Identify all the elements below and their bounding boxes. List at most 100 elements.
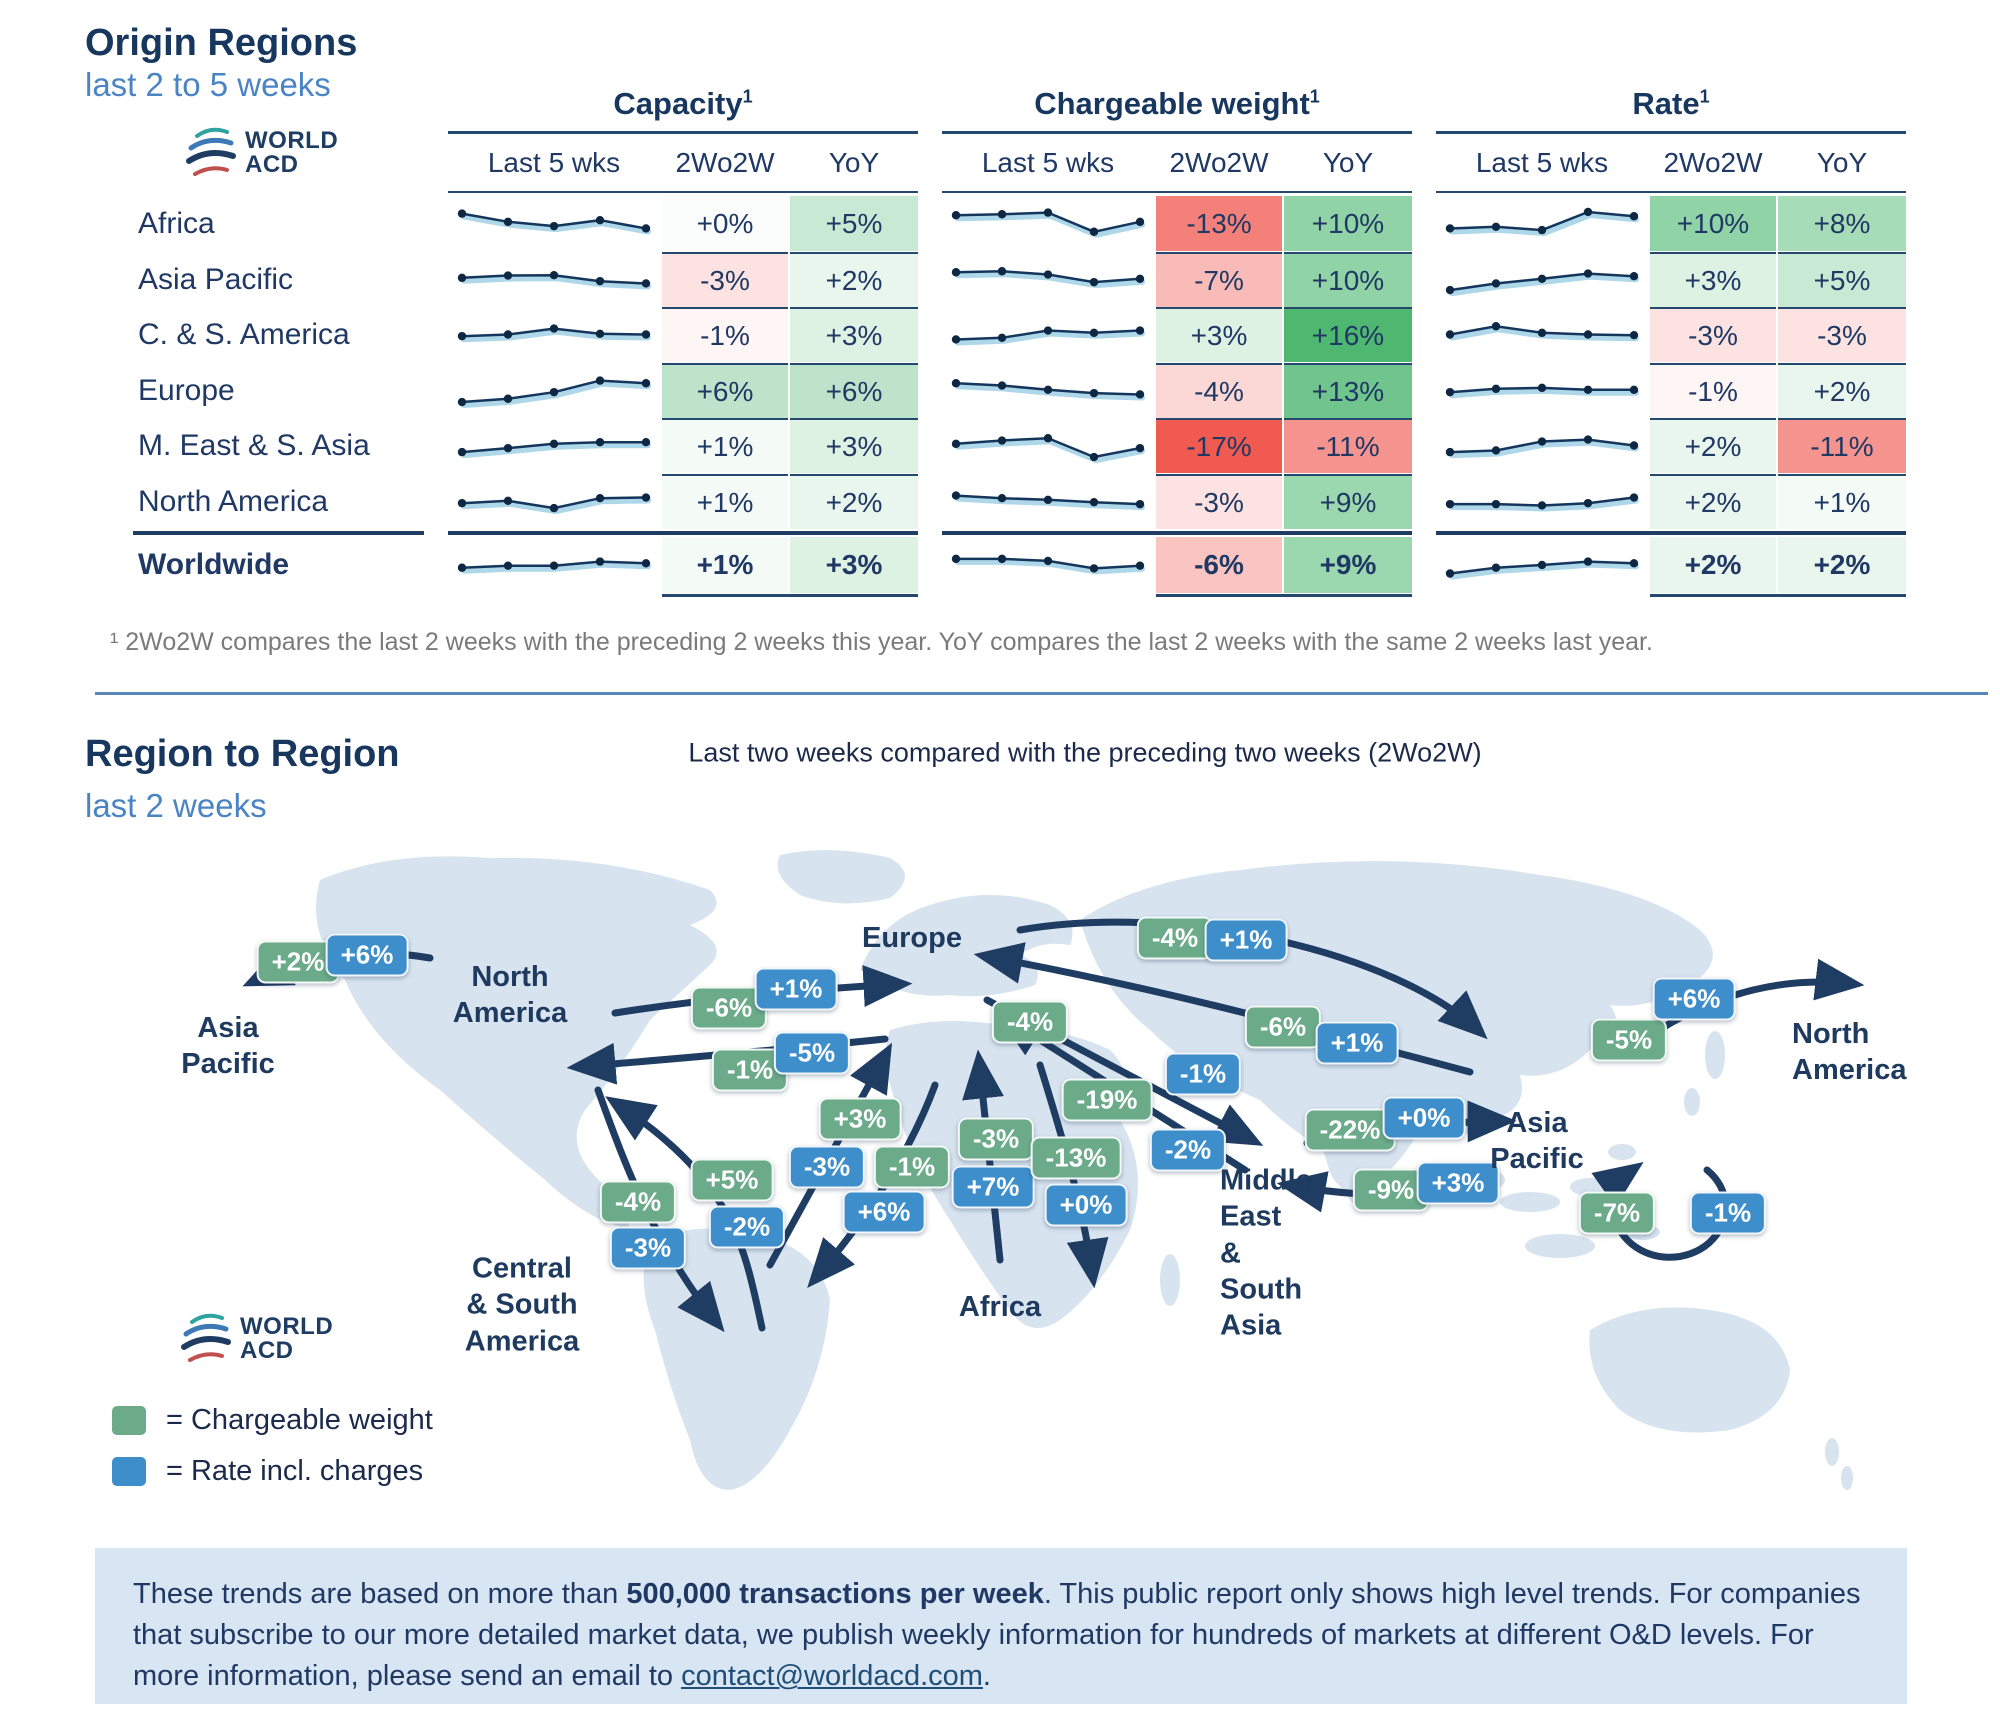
trend-sparkline: [457, 557, 651, 574]
sparkline-cell: [448, 307, 660, 362]
sparkline-cell: [942, 196, 1154, 251]
map-badge-chargeable-weight: -5%: [1590, 1018, 1668, 1062]
sparkline-cell: [1436, 537, 1648, 593]
cell-2wo2w: +0%: [662, 196, 788, 251]
cell-yoy: +2%: [790, 252, 918, 307]
cell-2wo2w: +2%: [1650, 418, 1776, 473]
cell-yoy: +5%: [1778, 252, 1906, 307]
trend-sparkline: [1445, 269, 1639, 297]
rate-swatch: [112, 1457, 146, 1486]
map-region-label-middle-east---south-asia: Middle East & South Asia: [1220, 1164, 1312, 1342]
sparkline-cell: [1436, 418, 1648, 473]
map-badge-chargeable-weight: -4%: [991, 1000, 1069, 1044]
cell-2wo2w: -4%: [1156, 363, 1282, 418]
worldwide-separator: [133, 531, 424, 535]
sparkline-cell: [1436, 474, 1648, 529]
map-badge-rate: +6%: [1652, 977, 1736, 1021]
worldacd-logo-map: WORLD ACD: [178, 1308, 333, 1370]
sparkline-cell: [448, 363, 660, 418]
map-badge-rate: -2%: [1149, 1128, 1227, 1172]
contact-email-link[interactable]: contact@worldacd.com: [681, 1660, 983, 1693]
cell-2wo2w: +10%: [1650, 196, 1776, 251]
worldwide-separator: [942, 531, 1412, 535]
trend-sparkline: [457, 376, 651, 408]
map-region-label-africa: Africa: [958, 1290, 1042, 1323]
trend-sparkline: [951, 326, 1145, 346]
map-badge-rate: +1%: [754, 967, 838, 1011]
column-subheader: Last 5 wks: [1475, 147, 1609, 178]
group-header-rule: [1436, 131, 1906, 134]
cell-yoy: +6%: [790, 363, 918, 418]
map-badge-chargeable-weight: -22%: [1304, 1108, 1396, 1152]
cell-2wo2w: -3%: [662, 252, 788, 307]
cell-2wo2w: -3%: [1650, 307, 1776, 362]
sparkline-cell: [1436, 252, 1648, 307]
map-region-label-north-america: North America: [1792, 1017, 1907, 1086]
cell-yoy: +2%: [790, 474, 918, 529]
map-badge-chargeable-weight: -19%: [1061, 1078, 1153, 1122]
cell-2wo2w: +2%: [1650, 474, 1776, 529]
footer-text: . This public report only shows high lev…: [133, 1578, 1861, 1693]
worldwide-separator: [448, 531, 918, 535]
cell-yoy: +2%: [1778, 363, 1906, 418]
map-badge-chargeable-weight: -13%: [1030, 1136, 1122, 1180]
map-badge-chargeable-weight: -6%: [1244, 1005, 1322, 1049]
cell-2wo2w: +2%: [1650, 537, 1776, 593]
map-badge-chargeable-weight: -3%: [957, 1117, 1035, 1161]
cell-yoy: +5%: [790, 196, 918, 251]
map-region-label-asia-pacific: Asia Pacific: [181, 1011, 275, 1080]
cell-yoy: -11%: [1284, 418, 1412, 473]
chargeable-weight-swatch: [112, 1406, 146, 1435]
cell-yoy: +3%: [790, 307, 918, 362]
map-badge-chargeable-weight: -7%: [1578, 1191, 1656, 1235]
map-region-label-asia-pacific: Asia Pacific: [1490, 1106, 1584, 1175]
cell-yoy: +8%: [1778, 196, 1906, 251]
map-badge-chargeable-weight: -4%: [599, 1180, 677, 1224]
column-group-header: Rate1: [1632, 86, 1710, 121]
map-badge-chargeable-weight: +5%: [690, 1158, 774, 1202]
map-badge-rate: -3%: [788, 1145, 866, 1189]
sparkline-cell: [448, 196, 660, 251]
map-badge-rate: +6%: [325, 933, 409, 977]
cell-2wo2w: -1%: [1650, 363, 1776, 418]
sparkline-cell: [448, 537, 660, 593]
sparkline-cell: [1436, 363, 1648, 418]
origin-regions-title: Origin Regions: [85, 22, 358, 64]
worldacd-logo-text: WORLD ACD: [245, 127, 339, 178]
cell-yoy: -3%: [1778, 307, 1906, 362]
cell-2wo2w: -3%: [1156, 474, 1282, 529]
trend-sparkline: [951, 434, 1145, 464]
subheader-rule: [942, 191, 1412, 193]
map-caption: Last two weeks compared with the precedi…: [688, 737, 1482, 768]
row-label-c----s--america: C. & S. America: [138, 317, 350, 351]
sparkline-cell: [942, 363, 1154, 418]
row-label-europe: Europe: [138, 373, 235, 407]
map-badge-rate: -5%: [773, 1031, 851, 1075]
trend-sparkline: [1445, 383, 1639, 399]
column-group-header: Chargeable weight1: [1034, 86, 1320, 121]
cell-2wo2w: +6%: [662, 363, 788, 418]
sparkline-cell: [942, 537, 1154, 593]
cell-yoy: +9%: [1284, 474, 1412, 529]
subheader-rule: [448, 191, 918, 193]
worldacd-logo-text: WORLD ACD: [240, 1313, 334, 1364]
cell-yoy: +10%: [1284, 252, 1412, 307]
map-badge-rate: +3%: [1416, 1161, 1500, 1205]
footer-bold-text: 500,000 transactions per week: [626, 1578, 1044, 1610]
cell-yoy: +1%: [1778, 474, 1906, 529]
map-badge-rate: +1%: [1204, 918, 1288, 962]
map-badge-rate: -3%: [609, 1226, 687, 1270]
trend-sparkline: [951, 208, 1145, 238]
region-to-region-subtitle: last 2 weeks: [85, 787, 267, 824]
map-badge-chargeable-weight: -4%: [1136, 916, 1214, 960]
cell-2wo2w: -6%: [1156, 537, 1282, 593]
trend-sparkline: [457, 493, 651, 515]
sparkline-cell: [448, 474, 660, 529]
trend-sparkline: [457, 438, 651, 459]
legend-item-rate: = Rate incl. charges: [112, 1455, 423, 1488]
trend-sparkline: [951, 491, 1145, 511]
subheader-rule: [1436, 191, 1906, 193]
cell-2wo2w: +3%: [1650, 252, 1776, 307]
cell-2wo2w: -17%: [1156, 418, 1282, 473]
